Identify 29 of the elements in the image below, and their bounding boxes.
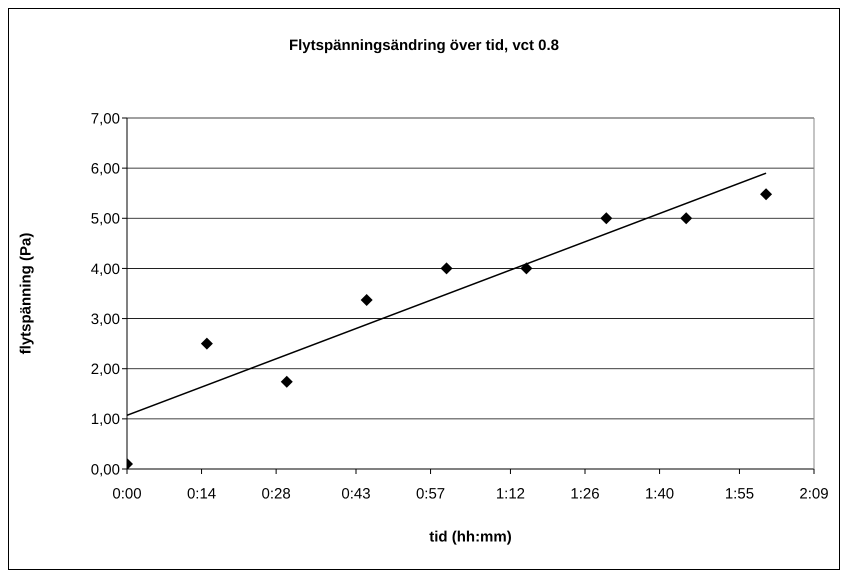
y-tick-label: 0,00: [90, 461, 120, 478]
point: [360, 294, 373, 306]
x-axis-title: tid (hh:mm): [429, 528, 512, 546]
x-tick-label: 1:40: [644, 486, 674, 503]
point: [760, 188, 772, 200]
y-tick-label: 4,00: [90, 260, 120, 278]
x-tick-label: 0:14: [186, 486, 216, 503]
y-tick-label: 2,00: [90, 361, 120, 378]
point: [440, 262, 453, 274]
x-tick-label: 0:00: [112, 486, 142, 503]
y-tick-label: 3,00: [90, 310, 120, 328]
point: [600, 212, 612, 224]
y-axis-title: flytspänning (Pa): [17, 232, 34, 354]
y-tick-label: 5,00: [90, 210, 120, 228]
x-tick-label: 1:12: [496, 486, 526, 503]
point: [280, 376, 293, 388]
x-tick-label: 0:43: [341, 486, 371, 503]
point: [520, 262, 532, 274]
y-tick-label: 6,00: [90, 160, 120, 178]
point: [200, 338, 213, 350]
x-tick-label: 1:26: [570, 486, 600, 503]
x-tick-label: 0:28: [262, 486, 291, 503]
y-tick-label: 1,00: [90, 411, 120, 428]
chart-title: Flytspänningsändring över tid, vct 0.8: [288, 37, 560, 54]
point: [680, 212, 692, 224]
x-tick-label: 0:57: [416, 486, 446, 503]
x-tick-label: 2:09: [799, 486, 829, 503]
x-tick-label: 1:55: [724, 486, 754, 503]
y-tick-label: 7,00: [90, 110, 120, 128]
